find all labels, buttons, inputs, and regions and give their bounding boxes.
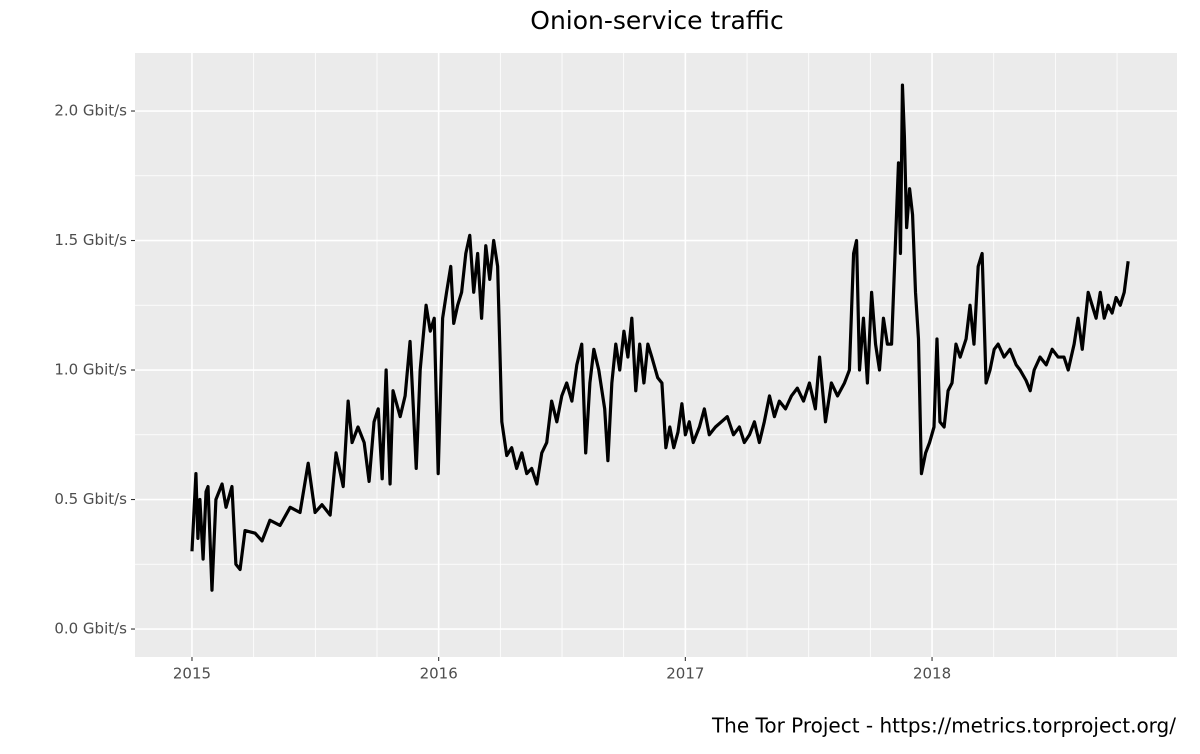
caption: The Tor Project - https://metrics.torpro… <box>711 714 1176 738</box>
x-tick-label: 2015 <box>173 665 211 683</box>
x-tick-label: 2018 <box>913 665 951 683</box>
plot-panel <box>135 53 1177 657</box>
x-tick-label: 2016 <box>420 665 458 683</box>
data-line <box>190 83 1130 592</box>
y-tick-label: 0.0 Gbit/s <box>54 620 127 638</box>
y-tick-label: 0.5 Gbit/s <box>54 490 127 508</box>
y-tick-label: 1.0 Gbit/s <box>54 361 127 379</box>
y-tick-label: 2.0 Gbit/s <box>54 102 127 120</box>
chart-title: Onion-service traffic <box>530 6 783 35</box>
x-tick-label: 2017 <box>666 665 704 683</box>
y-tick-label: 1.5 Gbit/s <box>54 231 127 249</box>
